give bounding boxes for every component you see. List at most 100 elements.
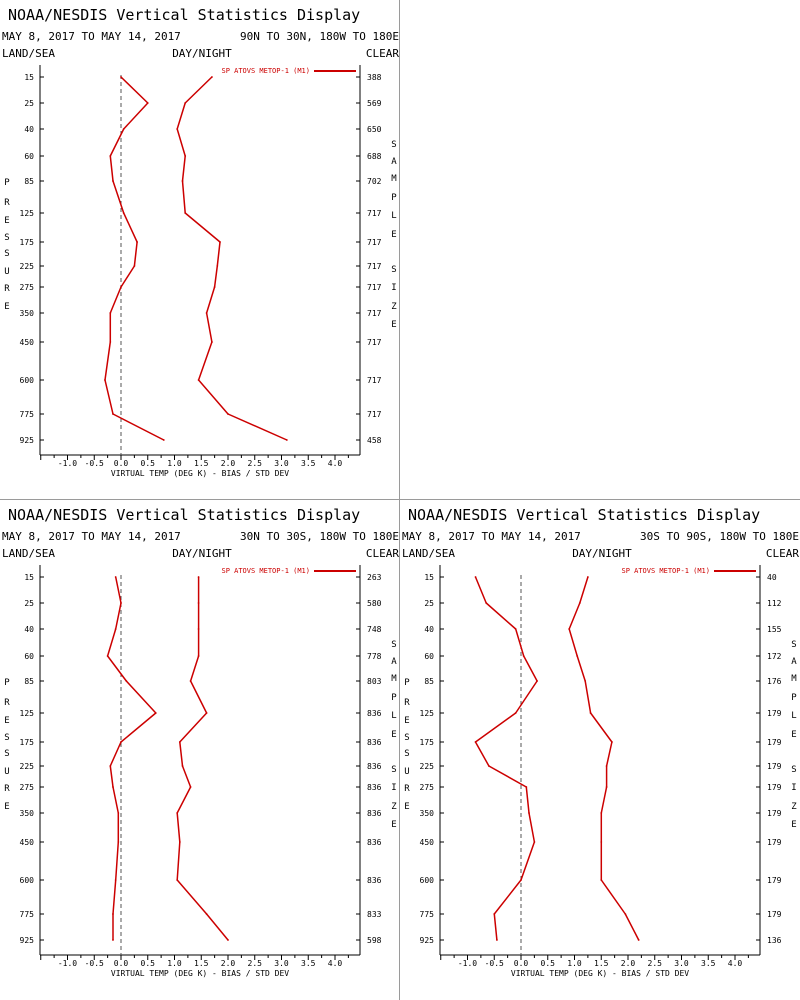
data-point-bias (112, 413, 114, 415)
data-point-std-dev (611, 741, 613, 743)
data-point-bias (112, 939, 114, 941)
data-point-std-dev (178, 841, 181, 843)
data-point-bias (146, 102, 149, 104)
x-tick-label: 4.0 (328, 459, 343, 468)
x-tick-label: 0.5 (141, 459, 156, 468)
date-range: MAY 8, 2017 TO MAY 14, 2017 (2, 530, 181, 543)
pressure-axis-letter: U (4, 267, 9, 277)
chart-title: NOAA/NESDIS Vertical Statistics Display (8, 506, 360, 524)
sample-size-label: 388 (367, 73, 382, 82)
sample-size-label: 179 (767, 709, 782, 718)
chart-panel-90n-30n: NOAA/NESDIS Vertical Statistics Display M… (0, 0, 400, 500)
pressure-axis-letter: R (404, 784, 410, 794)
data-point-bias (109, 341, 112, 343)
sample-size-axis-letter: L (391, 711, 396, 721)
pressure-axis-letter: S (404, 733, 409, 743)
data-point-bias (122, 128, 125, 130)
data-point-std-dev (589, 712, 592, 714)
x-tick-label: 2.5 (248, 959, 263, 968)
sample-size-axis-letter: E (391, 730, 396, 740)
pressure-level-label: 40 (24, 125, 34, 134)
legend-label: SP ATOVS METOP-1 (M1) (621, 567, 710, 575)
data-point-bias (488, 765, 490, 767)
sample-size-label: 717 (367, 262, 382, 271)
sample-size-label: 569 (367, 99, 382, 108)
data-point-bias (125, 680, 128, 682)
sample-size-axis-letter: A (791, 657, 797, 667)
sample-size-label: 580 (367, 599, 382, 608)
pressure-axis-letter: R (4, 698, 10, 708)
pressure-level-label: 775 (420, 910, 435, 919)
pressure-axis-letter: P (404, 678, 410, 688)
pressure-axis-letter: S (4, 733, 9, 743)
sample-size-label: 836 (367, 876, 382, 885)
sample-size-label: 748 (367, 625, 382, 634)
sample-size-label: 179 (767, 809, 782, 818)
data-point-std-dev (600, 879, 603, 881)
data-point-std-dev (181, 765, 184, 767)
sample-size-axis-letter: E (391, 320, 396, 330)
sample-size-axis-letter: L (791, 711, 796, 721)
chart-panel-30s-90s: NOAA/NESDIS Vertical Statistics Display M… (400, 500, 800, 1000)
pressure-level-label: 175 (20, 738, 35, 747)
chart-svg: NOAA/NESDIS Vertical Statistics Display M… (2, 6, 399, 478)
pressure-level-label: 925 (420, 936, 435, 945)
x-tick-label: 0.0 (114, 459, 129, 468)
data-point-bias (520, 879, 522, 881)
pressure-level-label: 925 (20, 436, 35, 445)
pressure-level-label: 275 (20, 783, 35, 792)
x-axis-title: VIRTUAL TEMP (DEG K) - BIAS / STD DEV (111, 469, 289, 478)
data-point-bias (536, 680, 538, 682)
x-tick-label: 1.0 (167, 959, 182, 968)
data-point-std-dev (184, 155, 187, 157)
pressure-level-label: 60 (424, 652, 434, 661)
region-label: 30S TO 90S, 180W TO 180E (640, 530, 799, 543)
sample-size-label: 179 (767, 876, 782, 885)
data-point-bias (522, 655, 525, 657)
series-line-bias (106, 576, 157, 940)
sample-size-axis-letter: P (391, 193, 397, 203)
sample-size-axis-letter: Z (391, 302, 397, 312)
pressure-level-label: 775 (20, 410, 35, 419)
data-point-std-dev (600, 812, 603, 814)
data-point-bias (514, 628, 517, 630)
data-point-bias (117, 812, 120, 814)
data-point-bias (120, 602, 122, 604)
data-point-std-dev (624, 913, 627, 915)
sample-size-axis-letter: I (391, 783, 396, 793)
date-range: MAY 8, 2017 TO MAY 14, 2017 (2, 30, 181, 43)
sample-size-label: 650 (367, 125, 382, 134)
sample-size-label: 179 (767, 762, 782, 771)
sample-size-label: 836 (367, 709, 382, 718)
data-point-bias (120, 741, 122, 743)
data-point-bias (112, 180, 114, 182)
sample-size-label: 833 (367, 910, 382, 919)
region-label: 90N TO 30N, 180W TO 180E (240, 30, 399, 43)
sample-size-axis-letter: E (391, 230, 396, 240)
data-point-std-dev (211, 341, 213, 343)
land-sea-label: LAND/SEA (402, 547, 455, 560)
legend-label: SP ATOVS METOP-1 (M1) (221, 567, 310, 575)
data-point-std-dev (578, 602, 581, 604)
pressure-level-label: 60 (24, 152, 34, 161)
data-point-std-dev (197, 576, 200, 578)
data-point-std-dev (211, 76, 213, 78)
data-point-bias (474, 576, 477, 578)
pressure-axis-letter: R (4, 784, 10, 794)
data-point-std-dev (205, 913, 208, 915)
x-tick-label: 3.5 (301, 459, 316, 468)
data-point-std-dev (197, 602, 200, 604)
data-point-std-dev (568, 628, 571, 630)
pressure-level-label: 600 (420, 876, 435, 885)
land-sea-label: LAND/SEA (2, 547, 55, 560)
sample-size-axis-letter: M (391, 674, 397, 684)
sample-size-axis-letter: A (391, 657, 397, 667)
x-tick-label: -1.0 (58, 459, 77, 468)
pressure-level-label: 600 (20, 376, 35, 385)
sample-size-axis-letter: I (391, 283, 396, 293)
data-point-bias (109, 155, 112, 157)
x-tick-label: -0.5 (85, 459, 104, 468)
pressure-level-label: 125 (20, 709, 35, 718)
chart-panel-30n-30s: NOAA/NESDIS Vertical Statistics Display M… (0, 500, 400, 1000)
